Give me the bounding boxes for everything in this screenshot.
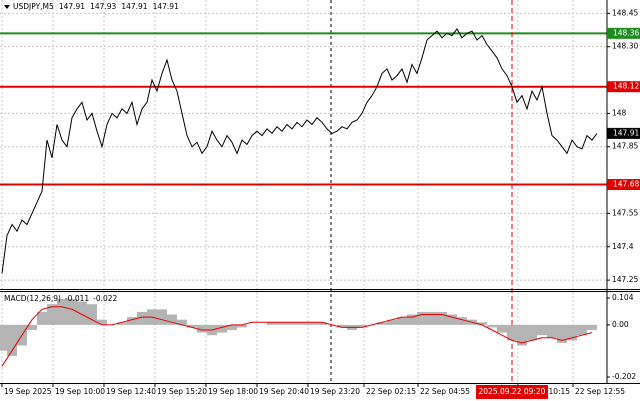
x-tick-label: 22 Sep 02:15 [366,387,416,396]
macd-bar [117,322,127,325]
y-tick-label: -0.202 [612,372,636,381]
level-label-box [607,179,640,191]
y-tick-label: 147.85 [612,142,638,151]
macd-bar [217,324,227,333]
macd-bar [277,322,287,325]
macd-bar [447,314,457,325]
ohlc-value: 147.91 [121,2,147,11]
macd-bar [27,324,37,331]
macd-bar [547,324,557,338]
price-line [1,27,598,274]
macd-bar [57,299,67,325]
macd-readout: -0.022 [93,294,117,303]
x-tick-label: 19 Sep 2025 [4,387,52,396]
macd-bar [457,317,467,325]
macd-readout: -0.011 [65,294,89,303]
macd-bar [537,324,547,336]
x-tick-label: 19 Sep 15:20 [157,387,207,396]
macd-bar [517,324,527,346]
level-label: 147.68 [613,180,639,189]
macd-bar [97,319,107,325]
y-tick-label: 147.4 [612,242,634,251]
ohlc-value: 147.93 [90,2,116,11]
y-tick-label: 148 [612,108,627,117]
signal-line [1,306,593,367]
macd-bar [227,324,237,331]
macd-bar [167,314,177,325]
macd-bar [487,324,497,328]
macd-bar [127,317,137,325]
macd-bar [427,311,437,325]
macd-bar [77,301,87,325]
menu-icon[interactable] [4,5,10,9]
ohlc-value: 147.91 [59,2,85,11]
x-tick-label: 19 Sep 10:00 [55,387,105,396]
macd-bar [317,322,327,325]
macd-bar [567,324,577,341]
header: USDJPY,M5 147.91 147.93 147.91 147.91 [13,2,179,11]
last-price-box [607,127,640,139]
plot [0,0,607,383]
level-label: 148.12 [613,82,639,91]
macd-bar [177,319,187,325]
macd-bar [0,324,7,351]
macd-bar [577,324,587,336]
macd-bar [47,304,57,325]
grid [0,0,607,383]
macd-bar [297,322,307,325]
cursor-label-box [476,385,548,399]
cursor-label: 2025.09.22 09:20 [479,387,546,396]
macd-name: MACD(12,26,9) [4,294,61,303]
macd-bar [477,322,487,325]
x-tick-label: 19 Sep 12:40 [106,387,156,396]
macd-bar [187,324,197,328]
y-tick-label: 147.25 [612,275,638,284]
macd-bar [417,311,427,325]
macd-bar [307,322,317,325]
level-label-box [607,81,640,93]
macd-bar [137,311,147,325]
macd-bar [497,324,507,333]
macd-bar [267,322,277,325]
macd-bar [87,304,97,325]
y-tick-label: 148.45 [612,8,638,17]
macd-bar [67,299,77,325]
y-tick-label: 147.55 [612,208,638,217]
macd-bar [357,324,367,328]
macd-bar [387,319,397,325]
macd-bar [157,309,167,325]
x-tick-label: 22 Sep 04:55 [420,387,470,396]
symbol: USDJPY,M5 [13,2,54,11]
macd-bar [197,324,207,333]
level-label-box [607,27,640,39]
y-tick-label: 0.00 [612,320,629,329]
macd-bar [237,324,247,328]
y-tick-label: 0.104 [612,293,634,302]
macd-title: MACD(12,26,9) -0.011 -0.022 [4,294,118,303]
x-tick-label: 19 Sep 23:20 [310,387,360,396]
macd-bar [407,314,417,325]
macd-bar [507,324,517,341]
macd-bar [7,324,17,356]
macd-bar [287,322,297,325]
macd-bar [397,317,407,325]
macd-bar [557,324,567,343]
macd-bar [437,311,447,325]
last-price-label: 147.91 [613,128,639,137]
macd-bar [37,311,47,325]
macd-bar [587,324,597,331]
level-label: 148.36 [613,28,639,37]
ohlc-value: 147.91 [153,2,179,11]
macd-bar [377,322,387,325]
x-tick-label: 19 Sep 18:00 [208,387,258,396]
x-tick-label: 22 Sep 12:55 [575,387,625,396]
y-tick-label: 148.30 [612,42,638,51]
x-tick-label: 19 Sep 20:40 [259,387,309,396]
macd-bar [527,324,537,341]
macd-bar [337,324,347,328]
